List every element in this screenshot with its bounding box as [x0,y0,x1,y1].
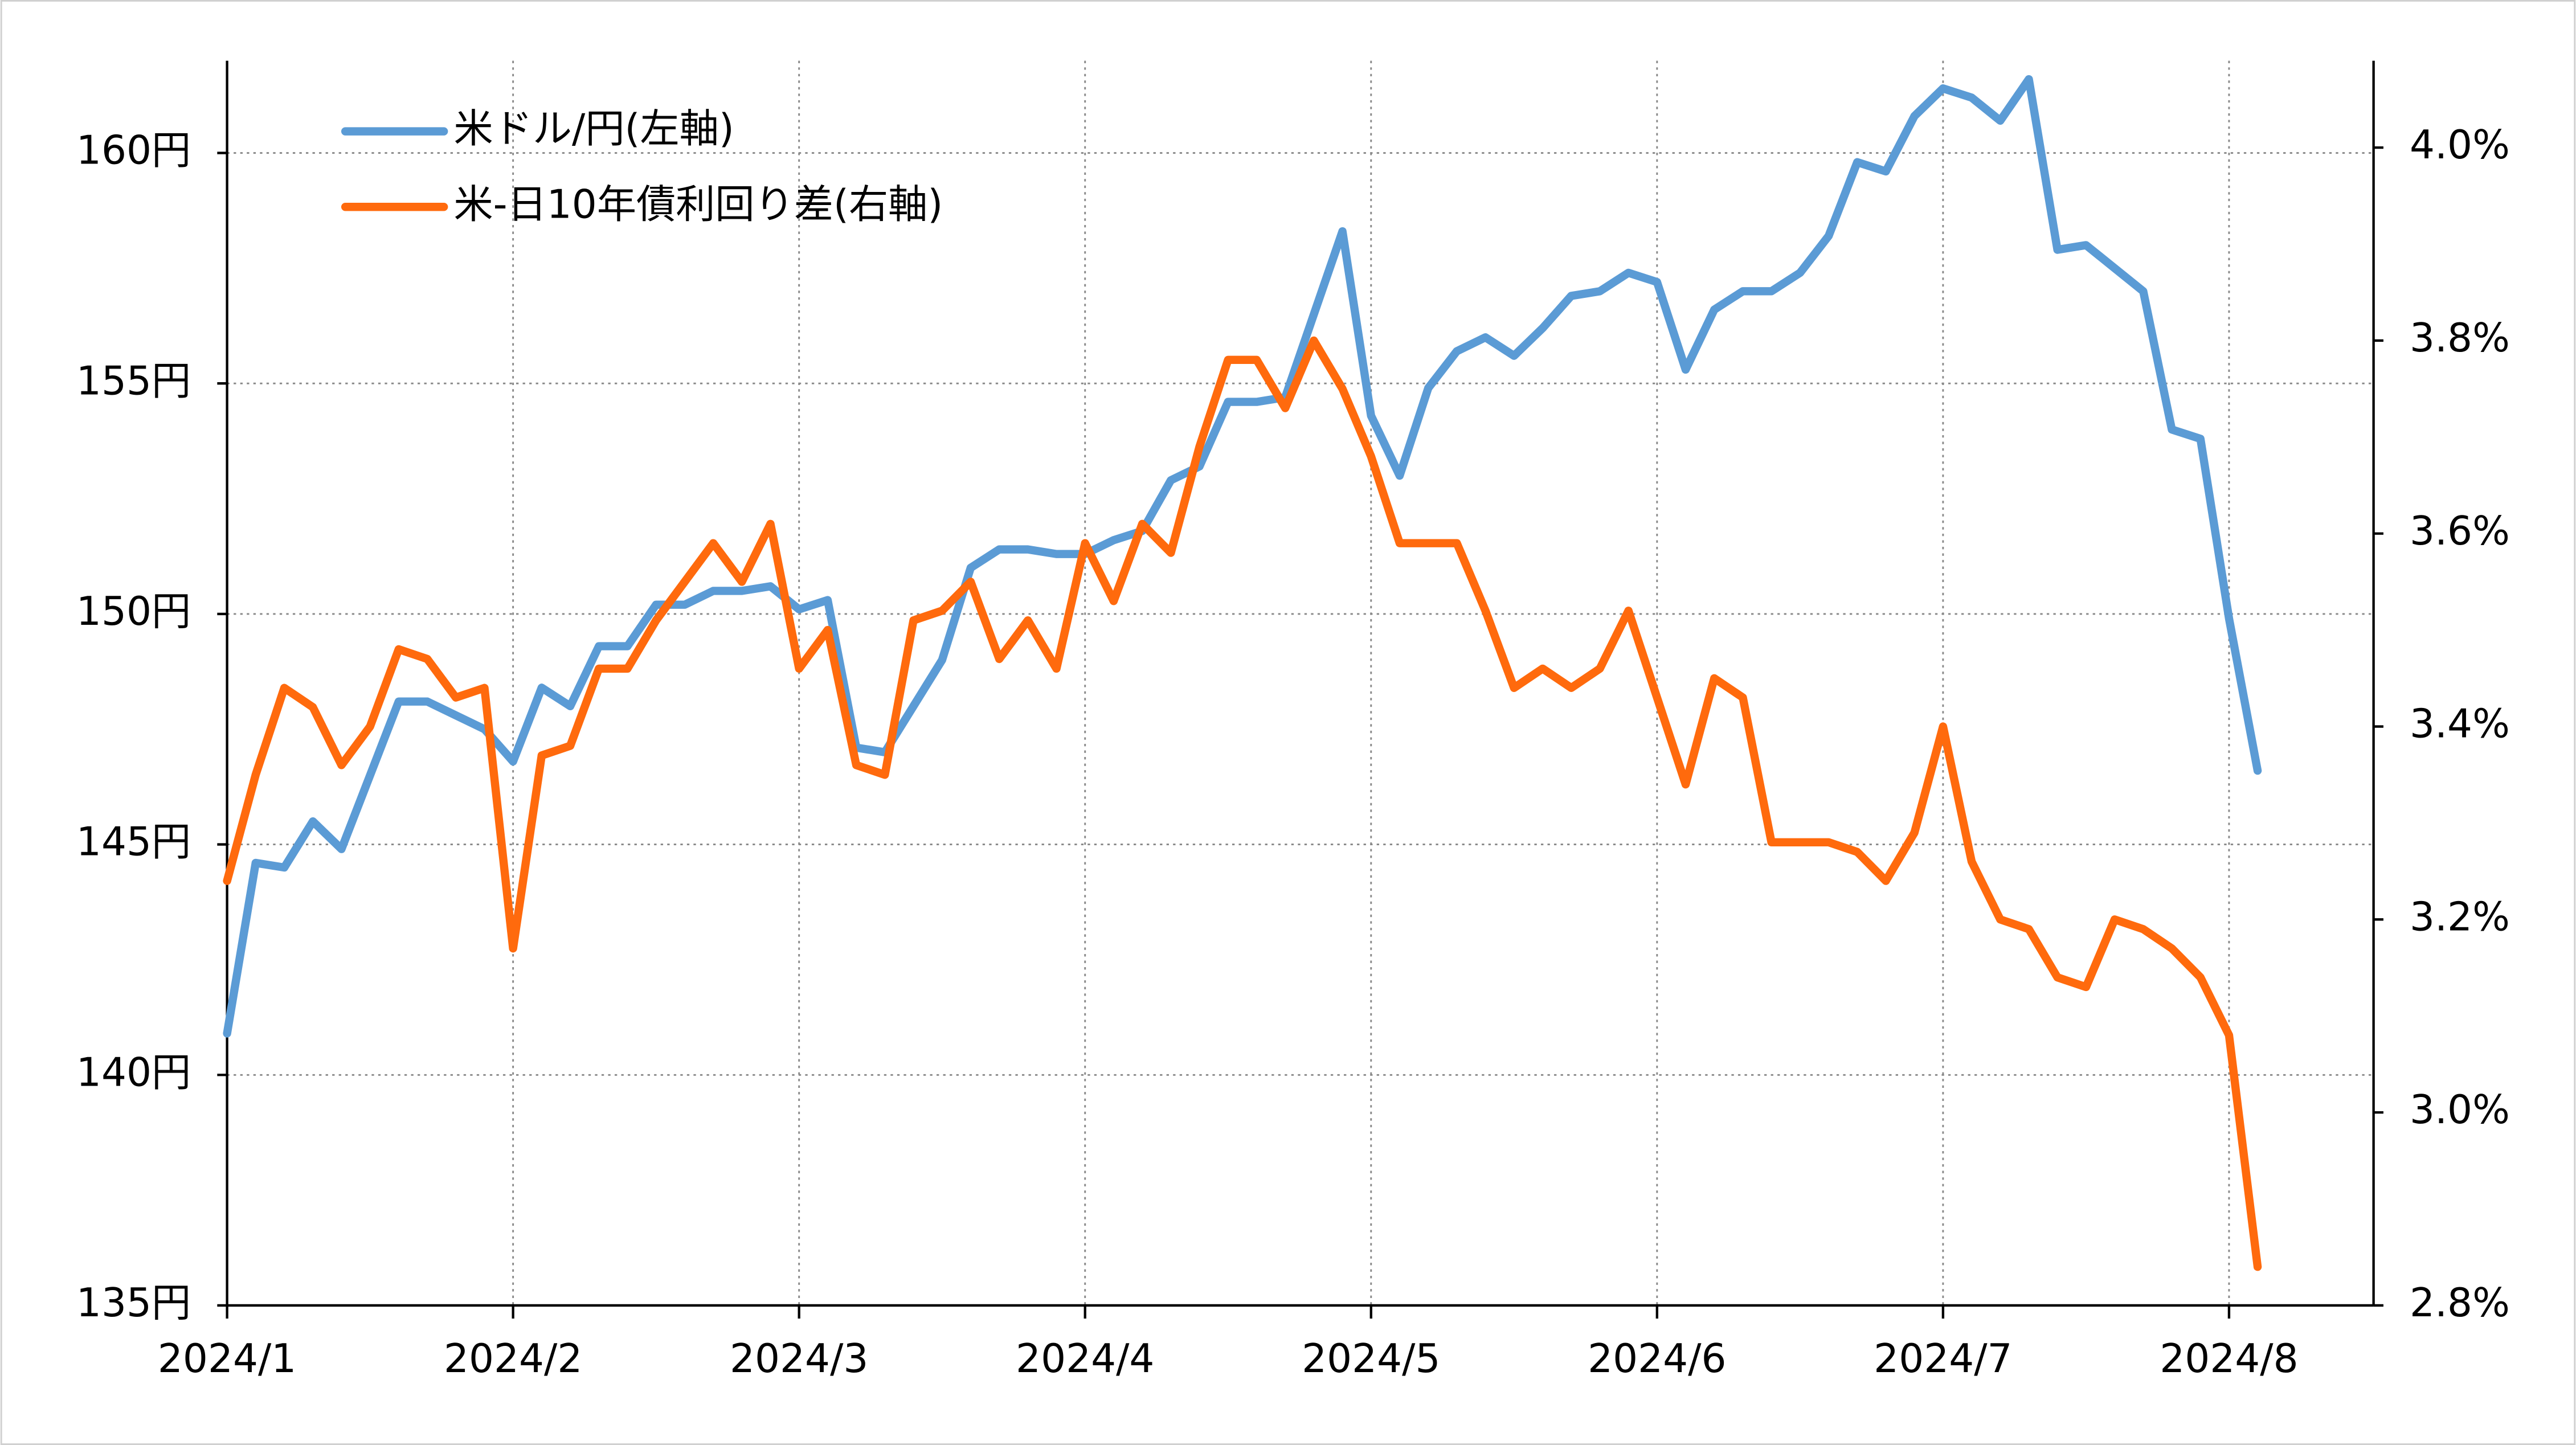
grid [217,60,2383,1319]
y2-tick-label: 3.6% [2410,509,2510,554]
x-tick-label: 2024/2 [444,1336,582,1382]
x-tick-label: 2024/3 [730,1336,868,1382]
y-tick-label: 160円 [76,128,191,174]
y2-tick-label: 3.0% [2410,1087,2510,1133]
x-tick-label: 2024/6 [1588,1336,1726,1382]
y2-tick-label: 2.8% [2410,1280,2510,1326]
y-tick-label: 135円 [76,1280,191,1326]
y-tick-label: 150円 [76,589,191,635]
series-line [223,336,2262,1271]
y-tick-label: 140円 [76,1050,191,1095]
y-tick-label: 145円 [76,820,191,865]
y2-tick-label: 4.0% [2410,122,2510,168]
y-tick-label: 155円 [76,358,191,404]
y2-tick-label: 3.4% [2410,702,2510,747]
plot [223,75,2262,1271]
x-tick-label: 2024/1 [158,1336,296,1382]
y2-tick-label: 3.8% [2410,316,2510,361]
x-tick-label: 2024/4 [1016,1336,1154,1382]
series-line [223,75,2262,1038]
x-tick-label: 2024/7 [1874,1336,2012,1382]
legend-label: 米ドル/円(左軸) [453,107,734,152]
axis-labels: 135円 140円 145円 150円 155円 160円 2.8% 3.0% 3.2% 3.4%… [76,107,2510,1382]
y2-tick-label: 3.2% [2410,894,2510,940]
x-tick-label: 2024/5 [1302,1336,1440,1382]
x-tick-label: 2024/8 [2160,1336,2298,1382]
legend-label: 米-日10年債利回り差(右軸) [453,182,943,227]
